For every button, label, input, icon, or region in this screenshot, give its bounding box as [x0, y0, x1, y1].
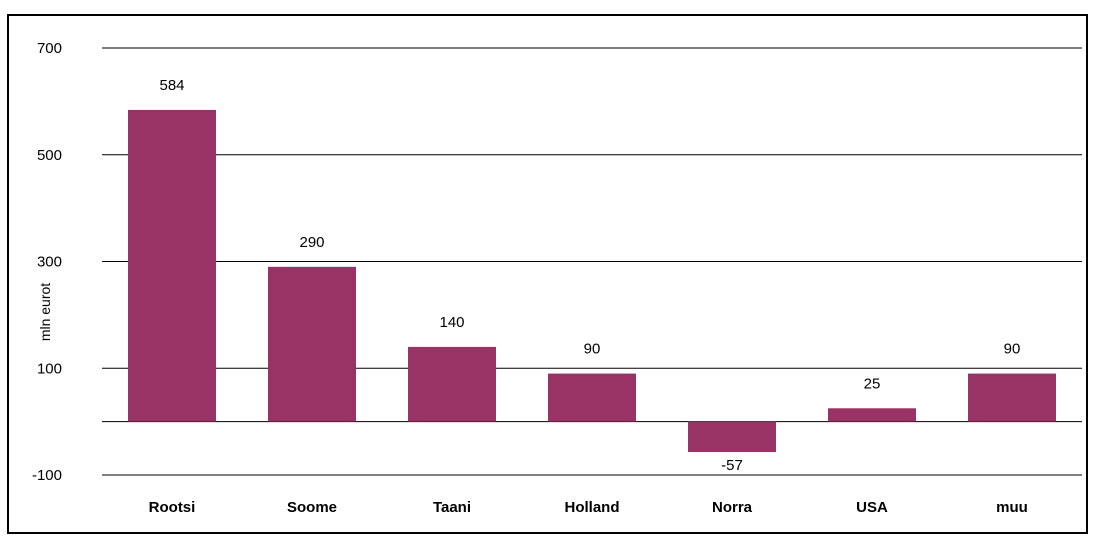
- data-label-Holland: 90: [584, 341, 601, 358]
- x-tick-label-muu: muu: [996, 499, 1028, 516]
- x-tick-label-Soome: Soome: [287, 499, 337, 516]
- y-tick-label-0: 700: [37, 40, 62, 57]
- x-tick-label-Rootsi: Rootsi: [149, 499, 196, 516]
- x-tick-label-Taani: Taani: [433, 499, 471, 516]
- y-tick-label-3: 100: [37, 360, 62, 377]
- bar-Holland: [548, 373, 636, 422]
- bar-Soome: [268, 266, 356, 422]
- data-label-Taani: 140: [439, 314, 464, 331]
- chart-frame: [7, 14, 1088, 534]
- x-tick-label-Norra: Norra: [712, 499, 753, 516]
- y-tick-label-2: 300: [37, 254, 62, 271]
- labels: 700 500 300 100 -100 584 Rootsi 290 Soome 140 Taan…: [32, 40, 1028, 516]
- y-axis-title: mln eurot: [37, 283, 53, 341]
- data-label-Rootsi: 584: [159, 77, 184, 94]
- bars: [128, 109, 1056, 453]
- x-tick-label-USA: USA: [856, 499, 888, 516]
- data-label-Norra: -57: [721, 457, 743, 474]
- gridlines: [102, 47, 1082, 476]
- x-tick-label-Holland: Holland: [565, 499, 620, 516]
- data-label-USA: 25: [864, 375, 881, 392]
- bar-USA: [828, 408, 916, 422]
- bar-muu: [968, 373, 1056, 422]
- bar-Rootsi: [128, 109, 216, 422]
- bar-Taani: [408, 346, 496, 422]
- bar-Norra: [688, 421, 776, 453]
- y-tick-label-4: -100: [32, 467, 62, 484]
- data-label-muu: 90: [1004, 341, 1021, 358]
- data-label-Soome: 290: [299, 234, 324, 251]
- y-tick-label-1: 500: [37, 147, 62, 164]
